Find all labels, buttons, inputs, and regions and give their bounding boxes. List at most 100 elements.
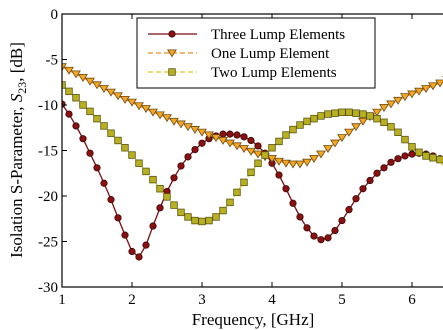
data-point [344, 128, 354, 137]
y-tick-label: -5 [46, 53, 59, 69]
data-point [338, 108, 346, 116]
data-point [372, 108, 382, 117]
data-point [114, 136, 122, 145]
data-point [331, 109, 339, 117]
data-point [163, 193, 171, 201]
data-point [93, 114, 101, 123]
data-point [366, 176, 374, 185]
data-point [289, 199, 297, 207]
legend-swatch-marker [168, 30, 176, 38]
data-point [401, 135, 409, 144]
data-point [239, 145, 249, 154]
data-point [352, 109, 360, 117]
data-point [331, 226, 339, 235]
data-point [246, 147, 256, 156]
data-point [177, 162, 185, 170]
data-point [275, 171, 283, 179]
data-point [394, 155, 402, 163]
data-point [211, 134, 221, 143]
data-point [99, 85, 109, 93]
data-point [198, 139, 206, 147]
data-point [65, 110, 73, 118]
y-tick-label: 0 [51, 7, 59, 23]
data-point [435, 79, 443, 88]
data-point [148, 108, 158, 117]
data-point [415, 148, 423, 157]
data-point [401, 152, 409, 160]
data-point [62, 63, 67, 72]
legend-label: One Lump Element [211, 46, 330, 62]
legend-entry-1: Three Lump Elements [148, 27, 345, 43]
data-point [296, 213, 304, 221]
data-point [232, 142, 242, 151]
legend-entry-3: Two Lump Elements [148, 65, 337, 81]
data-point [156, 204, 164, 212]
data-point [170, 174, 178, 182]
legend-label: Three Lump Elements [211, 27, 345, 43]
data-point [323, 145, 333, 154]
data-point [387, 123, 395, 131]
y-tick-label: -15 [38, 144, 58, 160]
data-point [240, 178, 248, 187]
data-point [92, 81, 102, 90]
data-point [205, 216, 213, 225]
data-point [428, 82, 438, 91]
data-point [177, 208, 185, 217]
data-point [380, 118, 388, 126]
data-point [219, 130, 227, 138]
data-point [190, 126, 200, 134]
data-point [275, 137, 283, 146]
data-point [128, 247, 136, 256]
data-point [247, 136, 255, 145]
data-point [219, 206, 227, 215]
data-point [100, 179, 108, 187]
data-point [142, 167, 150, 176]
x-tick-label: 6 [408, 292, 416, 308]
data-point [120, 95, 130, 104]
data-point [204, 131, 214, 140]
data-point [282, 185, 290, 193]
data-point [295, 160, 305, 169]
data-point [226, 130, 234, 138]
y-tick-label: -20 [38, 189, 58, 205]
legend: Three Lump Elements One Lump Element Two L… [136, 17, 376, 89]
data-point [162, 114, 172, 123]
data-point [79, 101, 87, 109]
data-point [296, 121, 304, 129]
legend-label: Two Lump Elements [211, 65, 337, 81]
data-point [169, 117, 179, 126]
data-point [267, 155, 277, 164]
data-point [107, 196, 115, 204]
data-point [359, 185, 367, 193]
data-point [316, 150, 326, 159]
data-point [324, 110, 332, 118]
legend-swatch-marker [168, 68, 176, 76]
data-point [184, 153, 192, 161]
y-axis-title: Isolation S-Parameter, S23, [dB] [7, 42, 29, 258]
series-3 [62, 81, 443, 226]
data-point [127, 98, 137, 107]
data-point [86, 149, 94, 157]
data-point [212, 213, 220, 221]
x-tick-label: 5 [338, 292, 346, 308]
data-point [400, 93, 410, 102]
data-point [282, 131, 290, 139]
data-point [330, 139, 340, 148]
data-point [421, 85, 431, 93]
data-point [141, 105, 151, 113]
data-point [198, 217, 206, 226]
data-point [72, 122, 80, 130]
data-point [149, 175, 157, 184]
data-point [373, 169, 381, 177]
data-point [436, 155, 443, 164]
data-point [121, 144, 129, 152]
data-point [191, 145, 199, 154]
y-tick-label: -25 [38, 235, 58, 251]
data-point [429, 154, 437, 162]
legend-swatch-marker [167, 49, 177, 58]
data-point [254, 142, 262, 150]
data-point [106, 88, 116, 97]
data-point [379, 104, 389, 113]
data-point [155, 111, 165, 120]
data-point [170, 201, 178, 209]
